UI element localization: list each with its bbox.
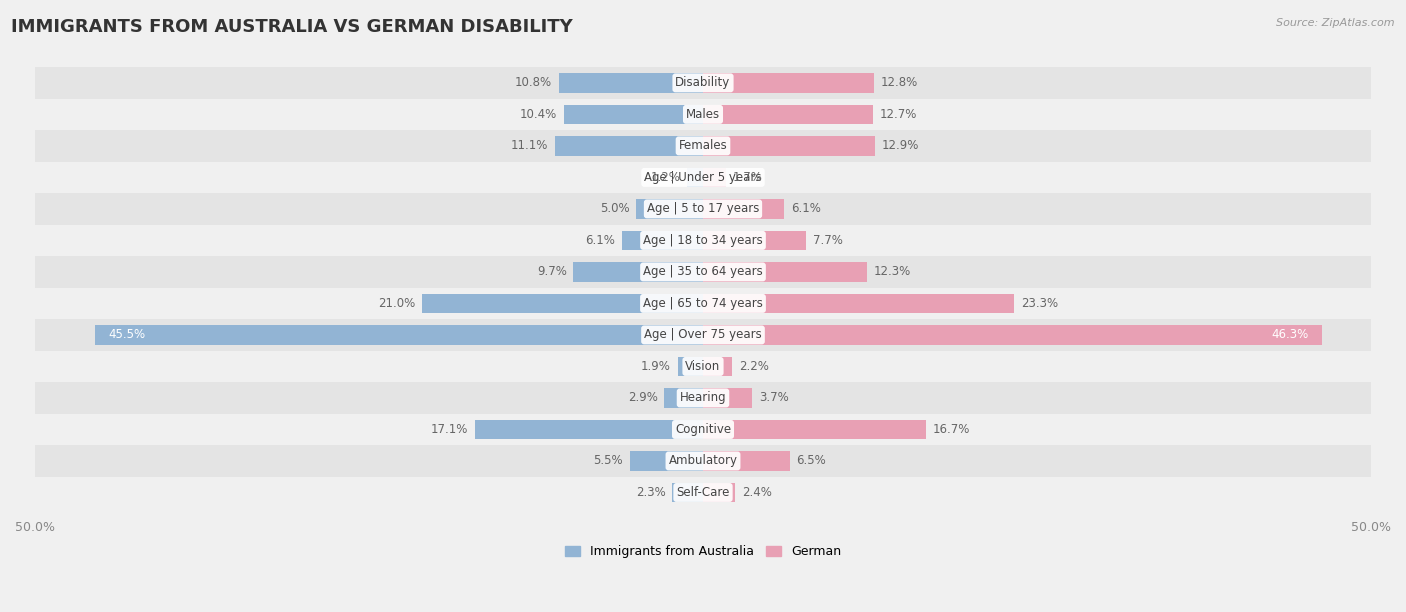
Bar bbox=[35, 99, 1371, 130]
Text: Cognitive: Cognitive bbox=[675, 423, 731, 436]
Text: 9.7%: 9.7% bbox=[537, 266, 567, 278]
Bar bbox=[703, 262, 868, 282]
Bar bbox=[703, 199, 785, 218]
Bar bbox=[703, 294, 1014, 313]
Text: 2.4%: 2.4% bbox=[742, 486, 772, 499]
Bar bbox=[703, 136, 876, 155]
Text: 12.3%: 12.3% bbox=[875, 266, 911, 278]
Text: Hearing: Hearing bbox=[679, 392, 727, 405]
Bar bbox=[703, 388, 752, 408]
Text: Age | 65 to 74 years: Age | 65 to 74 years bbox=[643, 297, 763, 310]
Bar bbox=[35, 256, 1371, 288]
Text: 6.1%: 6.1% bbox=[792, 203, 821, 215]
Bar bbox=[703, 483, 735, 502]
Bar bbox=[35, 162, 1371, 193]
Text: 12.9%: 12.9% bbox=[882, 140, 920, 152]
Bar bbox=[636, 199, 703, 218]
Text: Age | 35 to 64 years: Age | 35 to 64 years bbox=[643, 266, 763, 278]
Text: Ambulatory: Ambulatory bbox=[668, 455, 738, 468]
Text: 3.7%: 3.7% bbox=[759, 392, 789, 405]
Bar bbox=[35, 445, 1371, 477]
Text: 6.1%: 6.1% bbox=[585, 234, 614, 247]
Bar bbox=[703, 73, 875, 92]
Text: 2.3%: 2.3% bbox=[636, 486, 665, 499]
Bar bbox=[664, 388, 703, 408]
Bar bbox=[475, 420, 703, 439]
Text: 10.4%: 10.4% bbox=[520, 108, 557, 121]
Text: 17.1%: 17.1% bbox=[430, 423, 468, 436]
Bar bbox=[703, 357, 733, 376]
Text: Age | Over 75 years: Age | Over 75 years bbox=[644, 329, 762, 341]
Bar bbox=[703, 451, 790, 471]
Bar bbox=[678, 357, 703, 376]
Bar bbox=[621, 231, 703, 250]
Bar bbox=[672, 483, 703, 502]
Text: Age | 5 to 17 years: Age | 5 to 17 years bbox=[647, 203, 759, 215]
Text: 12.8%: 12.8% bbox=[880, 76, 918, 89]
Text: 21.0%: 21.0% bbox=[378, 297, 416, 310]
Text: 12.7%: 12.7% bbox=[879, 108, 917, 121]
Text: 10.8%: 10.8% bbox=[515, 76, 553, 89]
Text: 23.3%: 23.3% bbox=[1021, 297, 1059, 310]
Bar bbox=[555, 136, 703, 155]
Text: 1.9%: 1.9% bbox=[641, 360, 671, 373]
Bar bbox=[703, 420, 927, 439]
Text: 16.7%: 16.7% bbox=[932, 423, 970, 436]
Text: Vision: Vision bbox=[685, 360, 721, 373]
Text: 1.7%: 1.7% bbox=[733, 171, 762, 184]
Bar bbox=[35, 225, 1371, 256]
Text: IMMIGRANTS FROM AUSTRALIA VS GERMAN DISABILITY: IMMIGRANTS FROM AUSTRALIA VS GERMAN DISA… bbox=[11, 18, 574, 36]
Bar bbox=[703, 231, 806, 250]
Legend: Immigrants from Australia, German: Immigrants from Australia, German bbox=[560, 540, 846, 563]
Bar bbox=[35, 351, 1371, 382]
Text: 5.0%: 5.0% bbox=[600, 203, 630, 215]
Text: Females: Females bbox=[679, 140, 727, 152]
Bar bbox=[35, 67, 1371, 99]
Text: 2.9%: 2.9% bbox=[627, 392, 658, 405]
Text: Age | Under 5 years: Age | Under 5 years bbox=[644, 171, 762, 184]
Text: Source: ZipAtlas.com: Source: ZipAtlas.com bbox=[1277, 18, 1395, 28]
Text: 5.5%: 5.5% bbox=[593, 455, 623, 468]
Bar bbox=[574, 262, 703, 282]
Bar bbox=[35, 319, 1371, 351]
Text: 6.5%: 6.5% bbox=[797, 455, 827, 468]
Bar bbox=[564, 105, 703, 124]
Bar bbox=[35, 477, 1371, 508]
Text: Age | 18 to 34 years: Age | 18 to 34 years bbox=[643, 234, 763, 247]
Bar bbox=[630, 451, 703, 471]
Bar bbox=[96, 325, 703, 345]
Bar bbox=[422, 294, 703, 313]
Bar bbox=[35, 193, 1371, 225]
Text: 46.3%: 46.3% bbox=[1271, 329, 1308, 341]
Text: 1.2%: 1.2% bbox=[651, 171, 681, 184]
Bar bbox=[35, 130, 1371, 162]
Text: Males: Males bbox=[686, 108, 720, 121]
Bar bbox=[703, 105, 873, 124]
Bar bbox=[688, 168, 703, 187]
Bar bbox=[558, 73, 703, 92]
Text: Disability: Disability bbox=[675, 76, 731, 89]
Bar bbox=[35, 382, 1371, 414]
Text: 7.7%: 7.7% bbox=[813, 234, 842, 247]
Text: 2.2%: 2.2% bbox=[740, 360, 769, 373]
Bar bbox=[35, 288, 1371, 319]
Bar bbox=[703, 168, 725, 187]
Text: Self-Care: Self-Care bbox=[676, 486, 730, 499]
Bar bbox=[703, 325, 1322, 345]
Text: 11.1%: 11.1% bbox=[510, 140, 548, 152]
Text: 45.5%: 45.5% bbox=[108, 329, 146, 341]
Bar bbox=[35, 414, 1371, 445]
